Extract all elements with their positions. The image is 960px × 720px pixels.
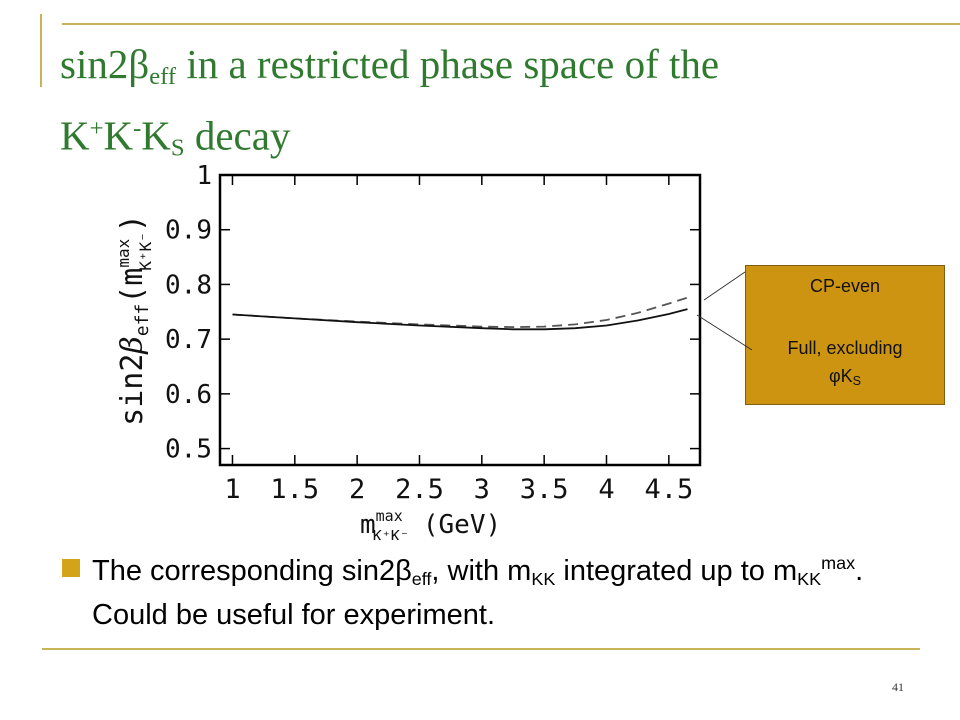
legend-callout: CP-even Full, excluding φKS	[745, 265, 945, 405]
y-tick-label: 0.6	[165, 380, 212, 410]
x-tick-label: 4.5	[644, 474, 693, 505]
x-tick-label: 1	[224, 474, 240, 505]
y-tick-label: 0.9	[165, 216, 212, 246]
y-ticks: 0.5 0.6 0.7 0.8 0.9 1	[165, 161, 700, 465]
callout-phi-ks: φKS	[828, 366, 862, 389]
x-tick-label: 4	[598, 474, 614, 505]
x-tick-label: 3.5	[520, 474, 569, 505]
chart: 1 1.5 2 2.5 3 3.5 4 4.5 0.50.60.70.80.91 sin2βe…	[114, 161, 702, 540]
plot-frame	[218, 173, 702, 467]
y-tick-label: 1	[196, 161, 212, 191]
callout-cp-even: CP-even	[809, 276, 881, 296]
series-line-solid	[232, 308, 688, 331]
leader-full	[696, 314, 753, 351]
page-number: 41	[892, 680, 904, 694]
x-tick-label: 3	[474, 474, 490, 505]
x-tick-label: 2	[349, 474, 365, 505]
y-tick-label: 0.7	[165, 325, 212, 355]
y-tick-label: 0.5	[165, 435, 212, 465]
top-rule	[62, 23, 960, 25]
body-paragraph: The corresponding sin2βeff, with mKK int…	[92, 553, 864, 632]
callout-full-excluding: Full, excluding	[787, 338, 903, 358]
slide-title: sin2βeff in a restricted phase space of …	[60, 41, 720, 162]
leader-cp-even	[703, 271, 746, 301]
left-rule	[40, 14, 42, 87]
bottom-rule	[42, 648, 920, 650]
bullet-square	[62, 559, 80, 577]
x-tick-label: 2.5	[395, 474, 444, 505]
x-ticks: 1 1.5 2 2.5 3 3.5 4 4.5	[224, 175, 693, 505]
x-tick-label: 1.5	[270, 474, 319, 505]
y-tick-label: 0.8	[165, 270, 212, 300]
x-axis-label: mmax K⁺K⁻ (GeV)	[360, 507, 501, 540]
series-lines	[232, 296, 688, 331]
